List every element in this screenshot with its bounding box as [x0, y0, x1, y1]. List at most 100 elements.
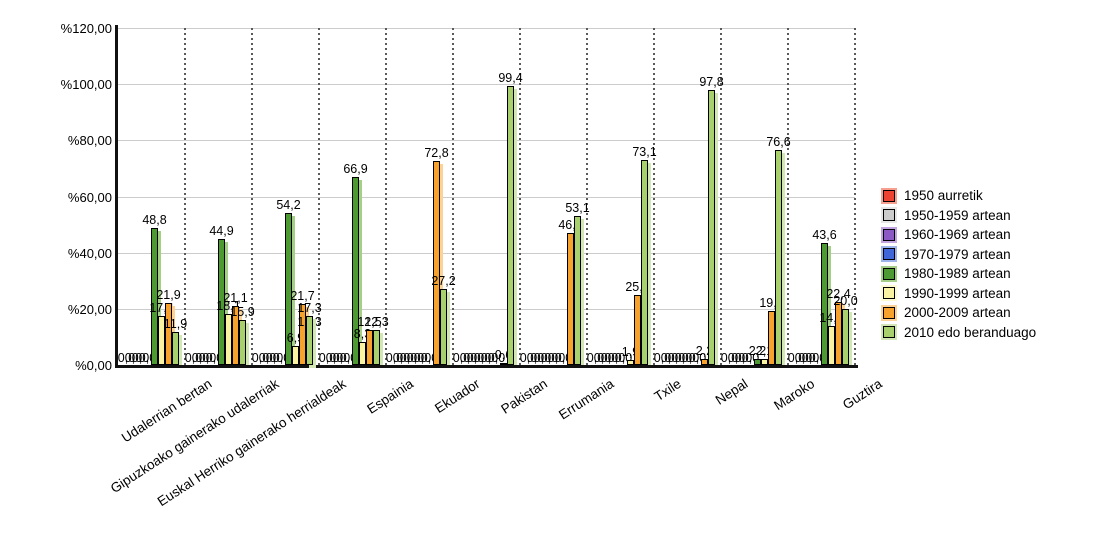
bar-value-label: 21,1: [223, 290, 248, 305]
bar: [232, 305, 239, 365]
cluster-separator: [787, 28, 789, 365]
gridline: [118, 308, 855, 310]
x-axis-line: [115, 365, 858, 368]
bar-value-label: 0,0: [526, 351, 545, 365]
bar: [627, 359, 634, 365]
cluster-separator: [184, 28, 186, 365]
legend-label: 1980-1989 artean: [904, 266, 1011, 282]
bar-value-label: 0,0: [681, 351, 700, 365]
gridline: [118, 252, 855, 254]
legend-item: 1990-1999 artean: [880, 284, 1036, 304]
bar-value-label: 0,0: [258, 351, 277, 365]
bar-value-label: 0,0: [466, 351, 485, 365]
bar-value-label: 0,0: [600, 351, 619, 365]
bar-value-label: 0,0: [473, 351, 492, 365]
bar-value-label: 0,0: [385, 351, 404, 365]
bar-value-label: 22,4: [826, 287, 851, 302]
bar-value-label: 0,0: [519, 351, 538, 365]
bar-value-label: 76,6: [766, 134, 791, 149]
bar: [821, 242, 828, 365]
bar: [306, 316, 313, 365]
y-axis-line: [115, 25, 118, 368]
cluster-separator: [586, 28, 588, 365]
legend-color-swatch-icon: [883, 228, 895, 241]
bar: [299, 304, 306, 365]
x-axis-category-label: Ekuador: [432, 376, 483, 416]
bar-value-label: 0,0: [801, 351, 820, 365]
bar-value-label: 0,0: [734, 351, 753, 365]
bar-value-label: 0,0: [191, 351, 210, 365]
bar: [754, 358, 761, 365]
bar: [440, 288, 447, 365]
bar: [708, 90, 715, 365]
bar-value-label: 48,8: [142, 212, 167, 227]
bar-value-label: 0,0: [480, 351, 499, 365]
bar-value-label: 0,0: [533, 351, 552, 365]
bar-value-label: 0,0: [787, 351, 806, 365]
bar-value-label: 0,0: [720, 351, 739, 365]
bar: [225, 314, 232, 365]
bar: [842, 308, 849, 365]
cluster-separator: [653, 28, 655, 365]
bar-value-label: 0,0: [251, 351, 270, 365]
bar-value-label: 0,0: [653, 351, 672, 365]
gridline: [118, 84, 855, 86]
bar-value-label: 0,0: [607, 351, 626, 365]
bar: [835, 302, 842, 365]
bar: [172, 331, 179, 365]
legend-label: 2010 edo beranduago: [904, 324, 1037, 340]
bar-value-label: 0,0: [184, 351, 203, 365]
bar-value-label: 20,0: [833, 293, 858, 308]
bar-value-label: 0,0: [332, 351, 351, 365]
bar: [641, 159, 648, 365]
legend-color-swatch-icon: [883, 248, 895, 261]
legend-label: 1970-1979 artean: [904, 246, 1011, 262]
bar: [352, 177, 359, 365]
bar-value-label: 21,7: [290, 289, 315, 304]
legend-label: 1990-1999 artean: [904, 285, 1011, 301]
bar-value-label: 0,0: [667, 351, 686, 365]
y-axis-tick-label: %20,00: [67, 301, 112, 317]
legend-item: 1970-1979 artean: [880, 245, 1036, 265]
cluster-separator: [720, 28, 722, 365]
bar: [292, 345, 299, 365]
legend-item: 2000-2009 artean: [880, 303, 1036, 323]
bar-value-label: 72,8: [424, 145, 449, 160]
legend-item: 1950-1959 artean: [880, 206, 1036, 226]
bar-value-label: 0,0: [131, 351, 150, 365]
legend-color-swatch-icon: [883, 267, 895, 280]
bar-value-label: 0,0: [674, 351, 693, 365]
bar: [828, 325, 835, 365]
bar-value-label: 0,0: [325, 351, 344, 365]
bar-value-label: 0,0: [593, 351, 612, 365]
y-axis-tick-label: %0,00: [75, 358, 112, 373]
legend-label: 1960-1969 artean: [904, 227, 1011, 243]
bar-value-label: 0,0: [487, 351, 506, 365]
legend-item: 1960-1969 artean: [880, 225, 1036, 245]
bar-value-label: 27,2: [431, 273, 456, 288]
bar-value-label: 0,0: [540, 351, 559, 365]
legend-color-swatch-icon: [883, 189, 895, 202]
legend-label: 2000-2009 artean: [904, 305, 1011, 321]
bar-value-label: 0,0: [586, 351, 605, 365]
gridline: [118, 196, 855, 198]
cluster-separator: [385, 28, 387, 365]
legend-label: 1950-1959 artean: [904, 207, 1011, 223]
legend-item: 1950 aurretik: [880, 186, 1036, 206]
x-axis-category-label: Nepal: [712, 376, 751, 408]
bar-value-label: 12,5: [357, 314, 382, 329]
bar-value-label: 0,0: [117, 351, 136, 365]
bar: [373, 330, 380, 365]
bar: [151, 227, 158, 365]
y-axis-tick-label: %120,00: [60, 21, 112, 36]
bar-value-label: 0,0: [547, 351, 566, 365]
legend-color-swatch-icon: [883, 209, 895, 222]
bar: [366, 329, 373, 365]
gridline: [118, 140, 855, 142]
bar-value-label: 0,0: [452, 351, 471, 365]
bar-value-label: 15,9: [230, 305, 255, 320]
bar: [768, 311, 775, 365]
bar: [359, 341, 366, 365]
bar: [574, 215, 581, 365]
